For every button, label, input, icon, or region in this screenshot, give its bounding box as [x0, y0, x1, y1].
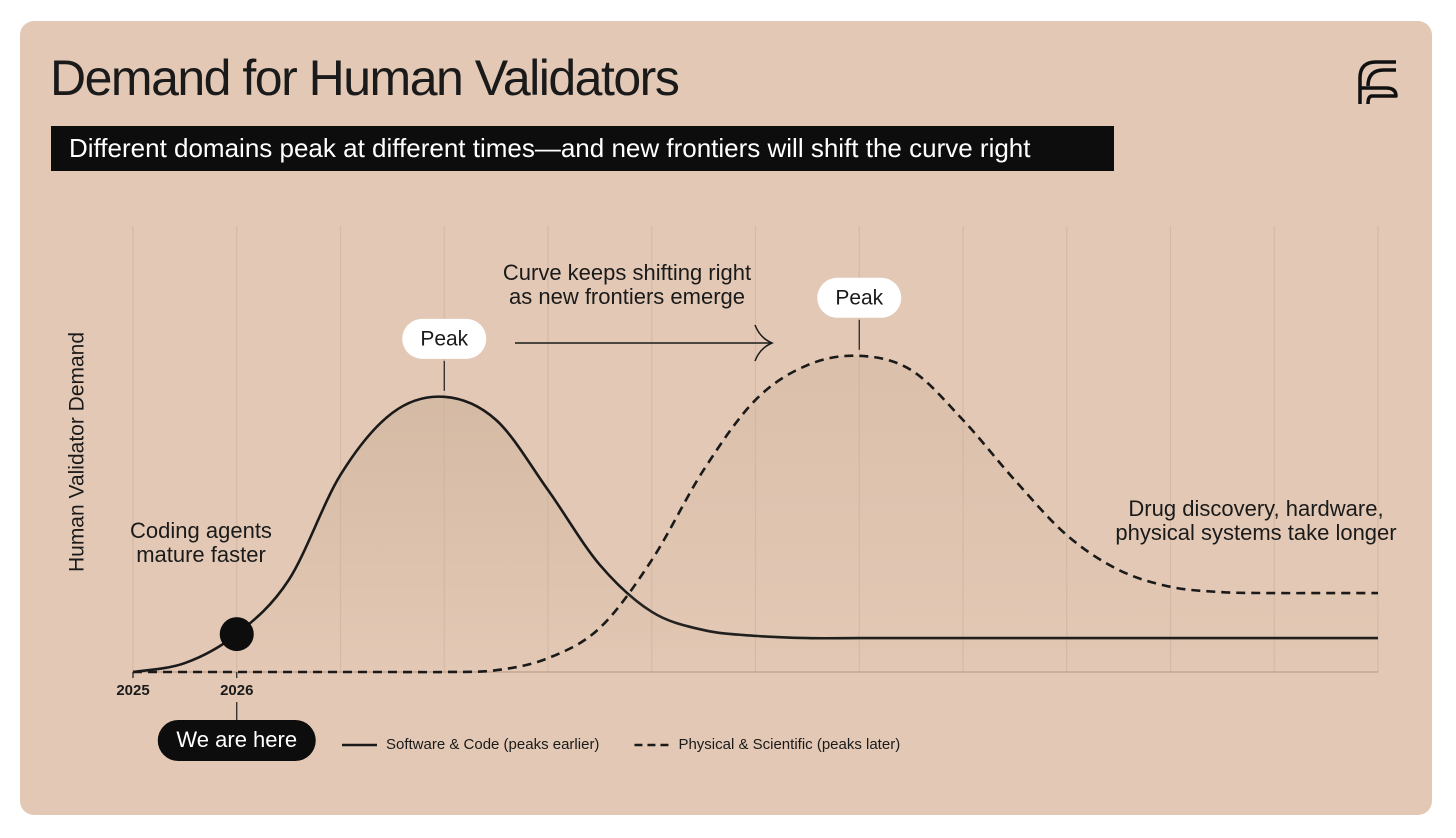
area	[133, 396, 1378, 672]
peak-label: Peak	[420, 327, 468, 350]
current-point	[219, 617, 254, 652]
annotation: physical systems take longer	[1115, 520, 1396, 545]
y-axis-label: Human Validator Demand	[66, 332, 89, 572]
here-pill	[157, 720, 316, 761]
annotation: Drug discovery, hardware,	[1128, 496, 1383, 521]
logo	[1358, 60, 1398, 105]
peak-label: Peak	[835, 286, 883, 309]
legend-label: Physical & Scientific (peaks later)	[678, 736, 900, 753]
subtitle-box	[51, 126, 1114, 171]
area	[133, 355, 1378, 673]
peak-pill	[402, 318, 487, 359]
legend-label: Software & Code (peaks earlier)	[386, 736, 599, 753]
here-label: We are here	[176, 727, 297, 752]
chart-subtitle: Different domains peak at different time…	[69, 133, 1031, 163]
line	[133, 354, 1378, 674]
annotation: Coding agents	[130, 518, 272, 543]
annotation: as new frontiers emerge	[509, 284, 745, 309]
annotation: Curve keeps shifting right	[503, 260, 751, 285]
x-tick-label: 2025	[116, 682, 149, 699]
annotation: mature faster	[136, 542, 266, 567]
peak-pill	[817, 277, 902, 318]
chart-title: Demand for Human Validators	[50, 50, 679, 106]
shift-arrowhead	[754, 324, 774, 362]
x-tick-label: 2026	[220, 682, 253, 699]
